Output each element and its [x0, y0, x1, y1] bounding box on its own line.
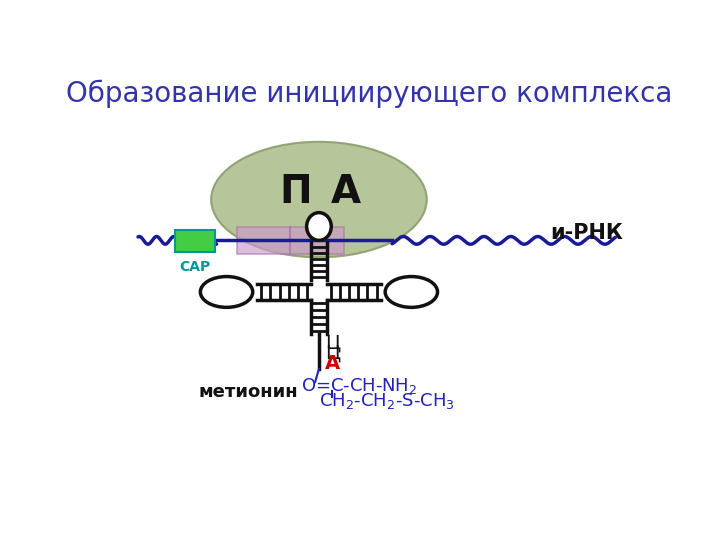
- Text: А: А: [330, 173, 361, 211]
- Text: Ц: Ц: [325, 334, 341, 353]
- Ellipse shape: [211, 142, 427, 257]
- Ellipse shape: [307, 213, 331, 240]
- Ellipse shape: [385, 276, 438, 307]
- Text: А: А: [325, 354, 341, 373]
- Text: и-РНК: и-РНК: [550, 222, 623, 242]
- Text: O=C-CH-NH$_2$: O=C-CH-NH$_2$: [301, 376, 418, 396]
- Text: Ц: Ц: [325, 344, 341, 363]
- Text: САР: САР: [179, 260, 211, 274]
- Text: Образование инициирующего комплекса: Образование инициирующего комплекса: [66, 80, 672, 109]
- Bar: [175, 231, 215, 252]
- Ellipse shape: [200, 276, 253, 307]
- Text: метионин: метионин: [198, 383, 297, 401]
- Text: CH$_2$-CH$_2$-S-CH$_3$: CH$_2$-CH$_2$-S-CH$_3$: [319, 392, 455, 411]
- Bar: [237, 226, 344, 254]
- Text: П: П: [279, 173, 312, 211]
